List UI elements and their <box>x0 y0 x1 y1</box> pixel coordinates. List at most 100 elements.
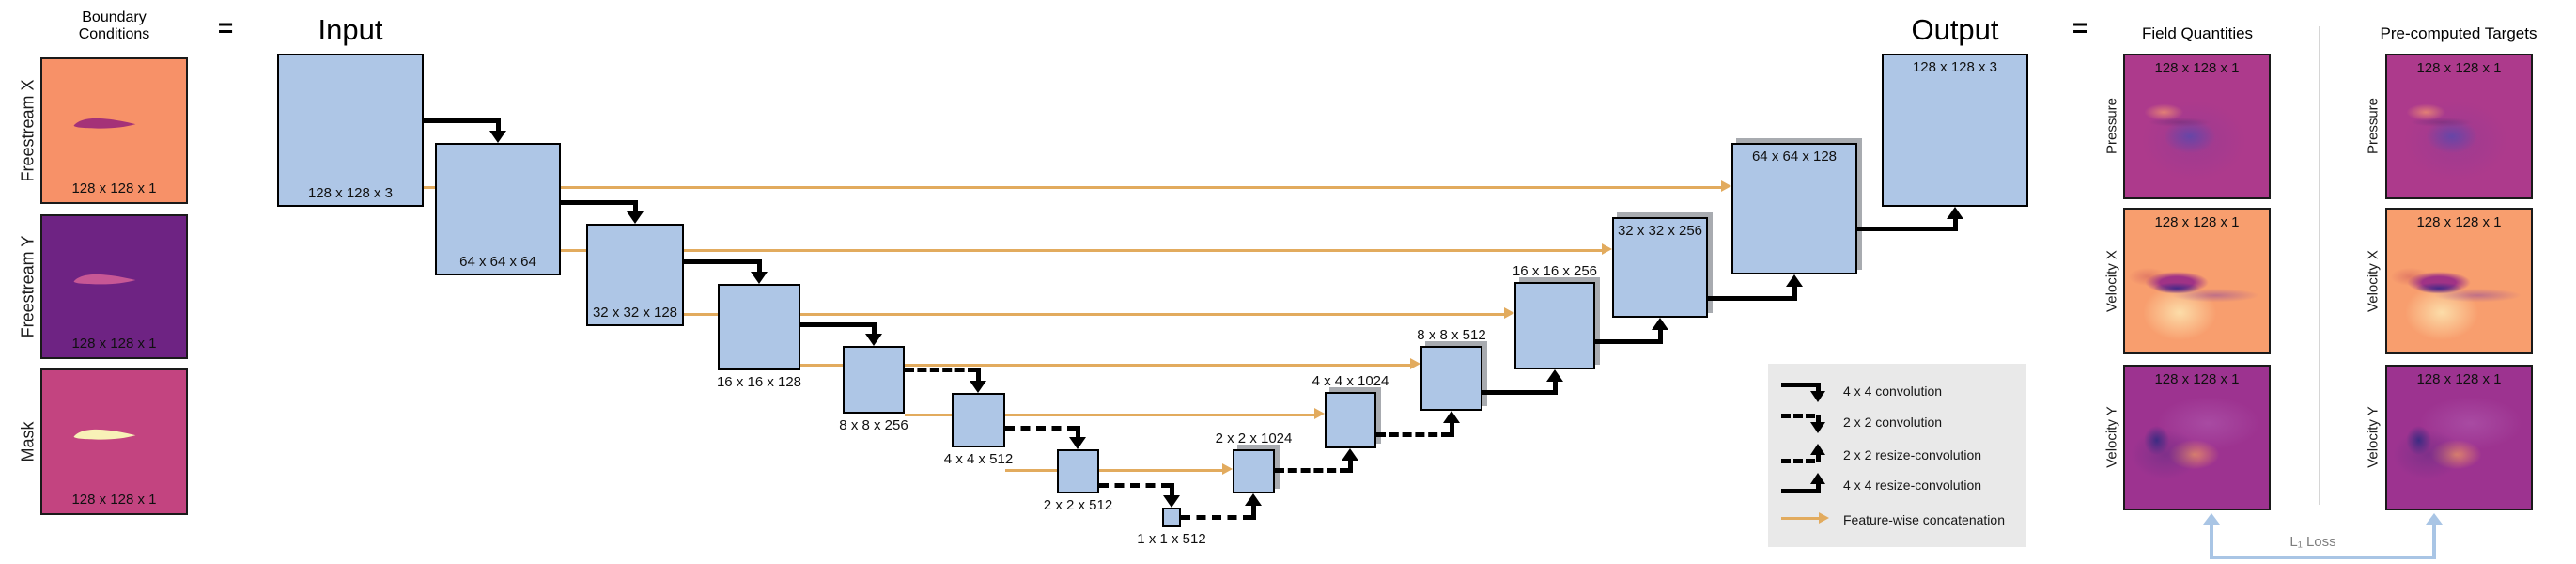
layer-dims: 8 x 8 x 512 <box>1417 327 1486 343</box>
boundary-conditions-title-line1: Boundary <box>82 9 147 25</box>
target-velocity-x-image: 128 x 128 x 1 <box>2385 208 2533 354</box>
unet-layer-dec-8: 8 x 8 x 512 <box>1417 327 1486 411</box>
2x2-resize-convolution-arrow-head-icon <box>1245 494 1262 506</box>
skip-connection-arrowhead-icon <box>1410 358 1420 369</box>
loss-bracket-right-arm <box>2432 524 2436 559</box>
4x4-resize-convolution-arrow-vseg <box>1792 286 1797 301</box>
unet-layer-input: 128 x 128 x 3 <box>277 54 424 207</box>
2x2-resize-convolution-arrow-vseg <box>1347 460 1353 473</box>
legend-row: Feature-wise concatenation <box>1768 508 2026 532</box>
field-pressure-image: 128 x 128 x 1 <box>2123 54 2271 199</box>
2x2-convolution-arrow-vseg <box>1075 425 1080 438</box>
layer-dims: 4 x 4 x 512 <box>943 451 1014 467</box>
4x4-convolution-arrow-vseg <box>756 258 762 273</box>
target-pressure-dims: 128 x 128 x 1 <box>2416 60 2502 76</box>
layer-dims: 2 x 2 x 1024 <box>1215 431 1293 446</box>
layer-dims: 1 x 1 x 512 <box>1137 531 1206 547</box>
skip-connection-line <box>561 249 1604 252</box>
4x4-convolution-arrow-hseg <box>684 258 762 264</box>
unet-layer-dec-2: 2 x 2 x 1024 <box>1216 431 1292 494</box>
2x2-convolution-arrow-head-icon <box>970 381 986 393</box>
airfoil-shape <box>73 118 136 129</box>
row-label-freestream-y: Freestream Y <box>18 235 38 338</box>
row-label-freestream-x: Freestream X <box>18 79 38 182</box>
2x2-resize-convolution-arrow-hseg <box>1275 467 1349 473</box>
legend-4x4-convolution-icon <box>1781 379 1834 403</box>
legend-row: 4 x 4 resize-convolution <box>1768 473 2026 497</box>
field-quantities-title: Field Quantities <box>2141 24 2254 42</box>
freestream-y-dims: 128 x 128 x 1 <box>71 336 157 352</box>
2x2-resize-convolution-arrow-head-icon <box>1342 448 1358 461</box>
field-velocity-y-dims: 128 x 128 x 1 <box>2154 371 2240 387</box>
legend-label: Feature-wise concatenation <box>1843 512 2005 527</box>
unet-layer-enc-2: 2 x 2 x 512 <box>1044 449 1112 513</box>
4x4-resize-convolution-arrow-head-icon <box>1652 318 1668 330</box>
field-pressure-dims: 128 x 128 x 1 <box>2154 60 2240 76</box>
unet-layer-output: 128 x 128 x 3 <box>1882 54 2028 207</box>
column-divider <box>2319 26 2320 505</box>
layer-dims: 128 x 128 x 3 <box>307 185 394 201</box>
4x4-resize-convolution-arrow-vseg <box>1952 218 1958 231</box>
freestream-x-dims: 128 x 128 x 1 <box>71 180 157 196</box>
field-velocity-y-image: 128 x 128 x 1 <box>2123 365 2271 510</box>
row-label-velocity-y: Velocity Y <box>2103 406 2120 468</box>
row-label-mask: Mask <box>18 421 38 462</box>
2x2-convolution-arrow-vseg <box>1169 482 1174 496</box>
airfoil-shape <box>73 429 136 440</box>
legend-2x2-resize-convolution-icon <box>1781 443 1834 467</box>
skip-connection-arrowhead-icon <box>1504 307 1514 319</box>
skip-connection-line <box>424 186 1723 189</box>
2x2-resize-convolution-arrow-vseg <box>1449 422 1454 437</box>
skip-connection-arrowhead-icon <box>1222 463 1233 475</box>
4x4-resize-convolution-arrow-head-icon <box>1786 274 1803 287</box>
boundary-conditions-title-line2: Conditions <box>78 26 150 42</box>
row-label-pressure: Pressure <box>2103 97 2120 155</box>
skip-connection-line <box>799 364 1412 367</box>
legend-2x2-convolution-icon <box>1781 410 1834 434</box>
freestream-y-image: 128 x 128 x 1 <box>40 214 188 359</box>
skip-connection-arrowhead-icon <box>1721 180 1731 192</box>
2x2-convolution-arrow-hseg <box>1005 425 1077 431</box>
skip-connection-line <box>1005 469 1224 472</box>
loss-arrow-up-right-icon <box>2426 513 2443 525</box>
layer-dims: 16 x 16 x 256 <box>1512 263 1598 279</box>
2x2-convolution-arrow-head-icon <box>1069 437 1086 449</box>
loss-label: L₁ Loss <box>2289 534 2336 550</box>
4x4-convolution-arrow-hseg <box>799 321 877 327</box>
field-velocity-x-dims: 128 x 128 x 1 <box>2154 214 2240 230</box>
loss-bracket-horizontal <box>2210 556 2436 559</box>
legend-label: 2 x 2 resize-convolution <box>1843 447 1982 462</box>
4x4-convolution-arrow-hseg <box>561 199 638 205</box>
legend-row: 2 x 2 resize-convolution <box>1768 443 2026 467</box>
layer-dims: 2 x 2 x 512 <box>1043 497 1113 513</box>
layer-dims: 4 x 4 x 1024 <box>1311 373 1389 389</box>
layer-dims: 64 x 64 x 128 <box>1751 149 1838 164</box>
4x4-convolution-arrow-head-icon <box>751 272 768 284</box>
legend-feature-concatenation-icon <box>1781 508 1834 532</box>
skip-connection-line <box>684 313 1506 316</box>
4x4-resize-convolution-arrow-head-icon <box>1947 207 1963 219</box>
2x2-resize-convolution-arrow-hseg <box>1376 431 1451 437</box>
skip-connection-line <box>905 414 1316 416</box>
skip-connection-arrowhead-icon <box>1314 408 1325 419</box>
loss-arrow-up-left-icon <box>2203 513 2220 525</box>
unet-layer-dec-64: 64 x 64 x 128 <box>1731 143 1857 274</box>
layer-dims: 128 x 128 x 3 <box>1912 59 1998 75</box>
4x4-resize-convolution-arrow-hseg <box>1708 295 1797 301</box>
4x4-convolution-arrow-vseg <box>871 321 877 335</box>
mask-image: 128 x 128 x 1 <box>40 368 188 515</box>
2x2-convolution-arrow-vseg <box>975 367 981 382</box>
equals-sign-left: = <box>217 13 234 42</box>
unet-layer-dec-16: 16 x 16 x 256 <box>1513 263 1597 369</box>
layer-dims: 8 x 8 x 256 <box>839 417 908 433</box>
legend-row: 2 x 2 convolution <box>1768 410 2026 434</box>
layer-dims: 32 x 32 x 128 <box>592 305 678 321</box>
target-velocity-x-dims: 128 x 128 x 1 <box>2416 214 2502 230</box>
unet-layer-bottleneck: 1 x 1 x 512 <box>1137 508 1206 547</box>
legend-label: 2 x 2 convolution <box>1843 415 1943 430</box>
field-velocity-x-image: 128 x 128 x 1 <box>2123 208 2271 354</box>
4x4-convolution-arrow-vseg <box>495 118 501 132</box>
row-label-target-pressure: Pressure <box>2365 97 2382 155</box>
row-label-target-velocity-y: Velocity Y <box>2365 406 2382 468</box>
2x2-resize-convolution-arrow-vseg <box>1250 505 1256 520</box>
